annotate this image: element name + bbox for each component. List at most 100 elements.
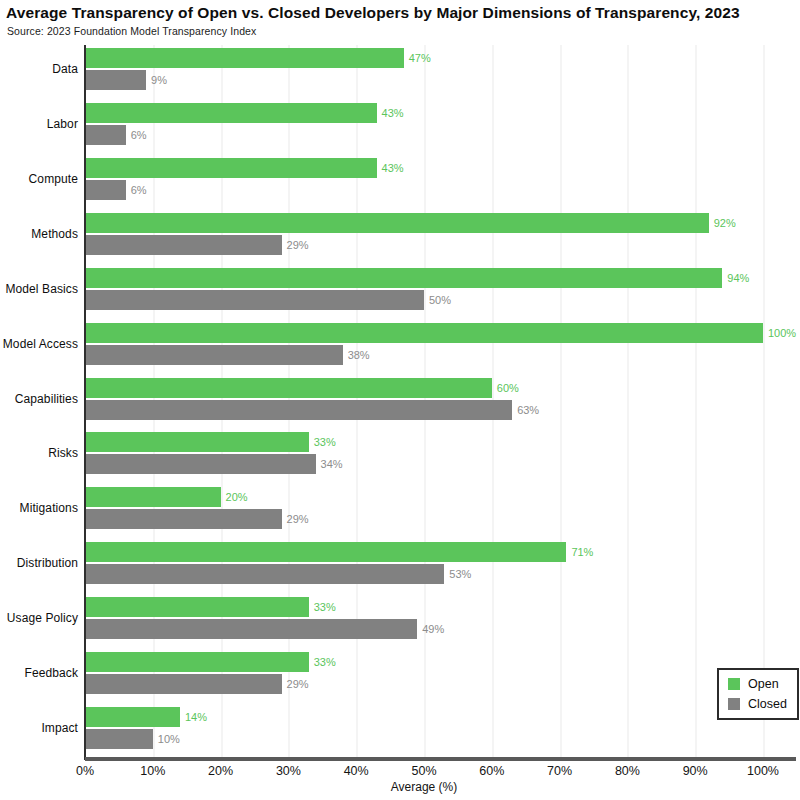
- legend-label: Open: [748, 677, 779, 691]
- category-label: Data: [52, 48, 78, 90]
- closed-value-label: 38%: [348, 345, 370, 365]
- category-label: Methods: [31, 213, 78, 255]
- open-value-label: 14%: [185, 707, 207, 727]
- closed-bar: [85, 564, 444, 584]
- category-row: Model Access100%38%: [85, 320, 763, 375]
- open-bar: [85, 158, 377, 178]
- category-row: Mitigations20%29%: [85, 484, 763, 539]
- category-label: Model Access: [3, 323, 78, 365]
- category-row: Capabilities60%63%: [85, 375, 763, 430]
- open-bar: [85, 323, 763, 343]
- category-label: Distribution: [17, 542, 78, 584]
- open-value-label: 60%: [497, 378, 519, 398]
- x-tick-label: 70%: [547, 764, 572, 778]
- open-bar: [85, 597, 309, 617]
- open-value-label: 33%: [314, 597, 336, 617]
- closed-value-label: 10%: [158, 729, 180, 749]
- closed-value-label: 63%: [517, 400, 539, 420]
- legend-item-closed: Closed: [728, 697, 787, 711]
- category-row: Risks33%34%: [85, 429, 763, 484]
- closed-value-label: 29%: [287, 674, 309, 694]
- open-value-label: 100%: [768, 323, 796, 343]
- category-row: Methods92%29%: [85, 210, 763, 265]
- closed-bar: [85, 729, 153, 749]
- category-row: Model Basics94%50%: [85, 265, 763, 320]
- closed-swatch-icon: [728, 698, 740, 710]
- open-bar: [85, 652, 309, 672]
- category-row: Usage Policy33%49%: [85, 594, 763, 649]
- open-bar: [85, 268, 722, 288]
- open-value-label: 92%: [714, 213, 736, 233]
- plot-area: Data47%9%Labor43%6%Compute43%6%Methods92…: [85, 45, 763, 759]
- category-label: Mitigations: [20, 487, 78, 529]
- closed-bar: [85, 180, 126, 200]
- x-tick-label: 90%: [683, 764, 708, 778]
- category-label: Feedback: [25, 652, 79, 694]
- category-row: Distribution71%53%: [85, 539, 763, 594]
- category-label: Capabilities: [15, 378, 78, 420]
- legend-item-open: Open: [728, 677, 787, 691]
- bar-rows: Data47%9%Labor43%6%Compute43%6%Methods92…: [85, 45, 763, 759]
- closed-value-label: 49%: [422, 619, 444, 639]
- closed-value-label: 53%: [449, 564, 471, 584]
- x-tick-label: 40%: [344, 764, 369, 778]
- closed-value-label: 6%: [131, 180, 147, 200]
- closed-value-label: 29%: [287, 509, 309, 529]
- closed-bar: [85, 345, 343, 365]
- x-axis-ticks: 0%10%20%30%40%50%60%70%80%90%100%: [85, 764, 763, 780]
- gridline: [763, 45, 765, 759]
- open-value-label: 71%: [571, 542, 593, 562]
- legend-label: Closed: [748, 697, 787, 711]
- closed-bar: [85, 454, 316, 474]
- chart-title: Average Transparency of Open vs. Closed …: [6, 4, 740, 22]
- category-label: Model Basics: [5, 268, 78, 310]
- open-value-label: 47%: [409, 48, 431, 68]
- chart-source: Source: 2023 Foundation Model Transparen…: [7, 25, 256, 37]
- category-row: Compute43%6%: [85, 155, 763, 210]
- category-label: Risks: [48, 432, 78, 474]
- closed-bar: [85, 70, 146, 90]
- open-value-label: 20%: [226, 487, 248, 507]
- x-tick-label: 80%: [615, 764, 640, 778]
- category-row: Impact14%10%: [85, 704, 763, 759]
- open-value-label: 33%: [314, 432, 336, 452]
- closed-value-label: 34%: [321, 454, 343, 474]
- x-tick-label: 20%: [208, 764, 233, 778]
- open-value-label: 94%: [727, 268, 749, 288]
- closed-bar: [85, 235, 282, 255]
- x-tick-label: 100%: [747, 764, 779, 778]
- category-row: Labor43%6%: [85, 100, 763, 155]
- category-label: Compute: [29, 158, 78, 200]
- category-row: Data47%9%: [85, 45, 763, 100]
- legend: Open Closed: [717, 668, 799, 720]
- open-bar: [85, 487, 221, 507]
- closed-value-label: 9%: [151, 70, 167, 90]
- open-bar: [85, 432, 309, 452]
- closed-bar: [85, 674, 282, 694]
- x-tick-label: 0%: [76, 764, 94, 778]
- x-tick-label: 60%: [479, 764, 504, 778]
- transparency-bar-chart: Average Transparency of Open vs. Closed …: [0, 0, 800, 800]
- closed-value-label: 6%: [131, 125, 147, 145]
- open-value-label: 33%: [314, 652, 336, 672]
- x-axis-label: Average (%): [85, 780, 763, 794]
- open-swatch-icon: [728, 678, 740, 690]
- open-bar: [85, 213, 709, 233]
- closed-bar: [85, 619, 417, 639]
- category-label: Impact: [41, 707, 78, 749]
- x-tick-label: 30%: [276, 764, 301, 778]
- open-value-label: 43%: [382, 103, 404, 123]
- open-bar: [85, 48, 404, 68]
- category-row: Feedback33%29%: [85, 649, 763, 704]
- x-tick-label: 10%: [140, 764, 165, 778]
- category-label: Usage Policy: [7, 597, 78, 639]
- category-label: Labor: [47, 103, 78, 145]
- closed-bar: [85, 290, 424, 310]
- open-bar: [85, 707, 180, 727]
- closed-bar: [85, 400, 512, 420]
- closed-value-label: 29%: [287, 235, 309, 255]
- open-bar: [85, 378, 492, 398]
- closed-bar: [85, 125, 126, 145]
- open-bar: [85, 103, 377, 123]
- closed-value-label: 50%: [429, 290, 451, 310]
